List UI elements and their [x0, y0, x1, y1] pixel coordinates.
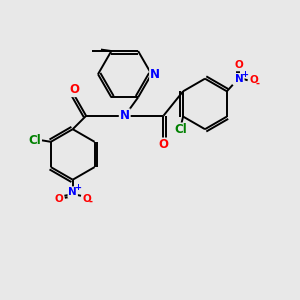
Text: O: O — [82, 194, 91, 204]
Text: O: O — [69, 83, 79, 96]
Text: -: - — [89, 197, 93, 207]
Text: O: O — [158, 138, 168, 152]
Text: N: N — [235, 74, 244, 84]
Text: Cl: Cl — [28, 134, 41, 147]
Text: -: - — [256, 79, 260, 89]
Text: N: N — [120, 109, 130, 122]
Text: Cl: Cl — [174, 123, 187, 136]
Text: +: + — [241, 70, 248, 79]
Text: +: + — [74, 183, 81, 192]
Text: O: O — [235, 60, 244, 70]
Text: N: N — [68, 187, 77, 197]
Text: O: O — [54, 194, 63, 204]
Text: O: O — [249, 75, 258, 85]
Text: N: N — [150, 68, 160, 81]
